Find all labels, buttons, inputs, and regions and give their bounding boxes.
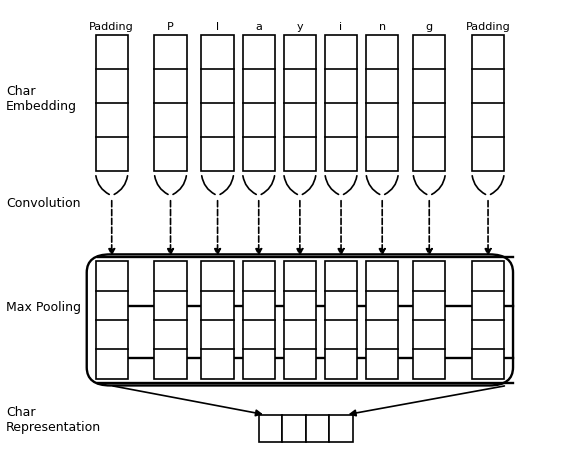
Bar	[282, 415, 306, 442]
Bar	[242, 262, 275, 379]
Text: g: g	[426, 22, 433, 32]
Bar	[472, 36, 505, 171]
Text: Char
Embedding: Char Embedding	[6, 85, 77, 113]
Bar	[95, 36, 128, 171]
Bar	[413, 36, 446, 171]
Text: Max Pooling: Max Pooling	[6, 300, 81, 313]
Bar	[325, 36, 358, 171]
Text: l: l	[216, 22, 219, 32]
Bar	[201, 36, 233, 171]
Bar	[472, 262, 505, 379]
Bar	[154, 36, 186, 171]
Bar	[259, 415, 282, 442]
Bar	[283, 262, 316, 379]
Bar	[283, 36, 316, 171]
Bar	[95, 262, 128, 379]
Text: i: i	[339, 22, 343, 32]
Bar	[242, 36, 275, 171]
Text: Padding: Padding	[89, 22, 134, 32]
Bar	[201, 262, 233, 379]
Bar	[306, 415, 329, 442]
Bar	[366, 262, 399, 379]
Bar	[154, 262, 186, 379]
Text: y: y	[296, 22, 303, 32]
Bar	[366, 36, 399, 171]
Text: Convolution: Convolution	[6, 197, 81, 209]
Text: a: a	[255, 22, 262, 32]
Text: n: n	[379, 22, 386, 32]
Bar	[413, 262, 446, 379]
Text: Char
Representation: Char Representation	[6, 405, 101, 433]
Bar	[325, 262, 358, 379]
Text: P: P	[167, 22, 174, 32]
Text: Padding: Padding	[466, 22, 510, 32]
Bar	[329, 415, 353, 442]
